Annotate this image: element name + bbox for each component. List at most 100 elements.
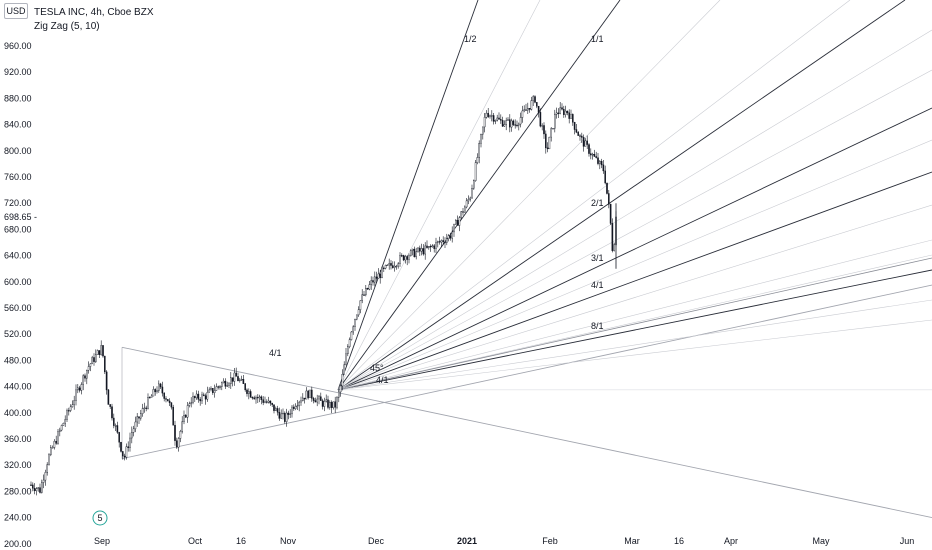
candle-body bbox=[381, 267, 383, 279]
candle-body bbox=[604, 170, 606, 184]
candle-body bbox=[266, 401, 268, 403]
candle-body bbox=[579, 135, 581, 137]
event-marker-circle[interactable] bbox=[92, 510, 108, 526]
candle-body bbox=[175, 440, 178, 448]
gann-fan-line[interactable] bbox=[337, 319, 932, 391]
candle-body bbox=[552, 128, 554, 130]
gann-fan-line[interactable] bbox=[337, 204, 932, 391]
gann-fan-line[interactable] bbox=[337, 0, 479, 391]
gann-fan-line[interactable] bbox=[337, 299, 932, 391]
triangle-drawing[interactable] bbox=[121, 284, 932, 519]
candle-body bbox=[401, 255, 403, 257]
time-tick-label: 16 bbox=[674, 536, 684, 546]
gann-fan-line[interactable] bbox=[337, 254, 932, 391]
candle-body bbox=[312, 398, 315, 401]
candle-body bbox=[386, 264, 389, 266]
gann-fan-line[interactable] bbox=[337, 139, 932, 391]
candle-body bbox=[465, 200, 468, 208]
candle-body bbox=[530, 100, 533, 110]
candle-body bbox=[483, 117, 486, 128]
price-tick-label: 400.00 bbox=[4, 408, 32, 418]
candle-body bbox=[309, 389, 311, 398]
candle-body bbox=[591, 153, 594, 156]
candle-body bbox=[186, 405, 189, 418]
gann-fan-line[interactable] bbox=[337, 69, 932, 391]
candle-body bbox=[518, 123, 520, 126]
candle-body bbox=[37, 487, 39, 490]
price-tick-label: 920.00 bbox=[4, 67, 32, 77]
candle-body bbox=[120, 442, 122, 452]
price-axis[interactable]: 960.00 920.00 880.00 840.00 800.00 760.00 720.… bbox=[4, 41, 37, 549]
candle-body bbox=[121, 451, 124, 457]
candle-body bbox=[55, 440, 57, 444]
candle-body bbox=[611, 223, 614, 251]
candle-body bbox=[352, 326, 355, 333]
currency-button[interactable]: USD bbox=[4, 3, 28, 19]
candle-body bbox=[422, 248, 425, 255]
candle-body bbox=[509, 119, 511, 128]
candle-body bbox=[217, 386, 220, 388]
candle-body bbox=[50, 447, 52, 455]
candle-body bbox=[446, 238, 448, 243]
candle-body bbox=[451, 231, 454, 239]
gann-fan-line[interactable] bbox=[337, 0, 621, 391]
gann-fan-line[interactable] bbox=[337, 257, 932, 391]
candle-body bbox=[370, 280, 373, 286]
candle-body bbox=[516, 124, 518, 127]
candle-body bbox=[410, 250, 412, 256]
candle-body bbox=[498, 117, 500, 120]
candle-body bbox=[298, 401, 301, 406]
chart-legend: TESLA INC, 4h, Cboe BZX Zig Zag (5, 10) bbox=[34, 6, 154, 34]
triangle-upper-line[interactable] bbox=[121, 346, 932, 519]
gann-fan-line[interactable] bbox=[337, 171, 932, 391]
candle-body bbox=[464, 206, 466, 213]
candle-body bbox=[341, 374, 344, 387]
candle-body bbox=[39, 487, 41, 493]
symbol-title[interactable]: TESLA INC, 4h, Cboe BZX bbox=[34, 7, 154, 18]
time-tick-label: Apr bbox=[724, 536, 738, 546]
gann-fan-line[interactable] bbox=[337, 0, 851, 391]
candle-body bbox=[449, 235, 452, 239]
candle-body bbox=[184, 415, 187, 418]
candle-body bbox=[336, 397, 338, 408]
gann-fan-line[interactable] bbox=[337, 239, 932, 391]
candle-body bbox=[597, 157, 599, 164]
candle-body bbox=[84, 375, 86, 379]
candle-body bbox=[492, 115, 495, 122]
candle-body bbox=[343, 364, 346, 375]
gann-fan-line[interactable] bbox=[337, 0, 906, 391]
candle-body bbox=[150, 395, 153, 398]
time-tick-label: Mar bbox=[624, 536, 640, 546]
candle-body bbox=[570, 114, 572, 119]
candle-body bbox=[321, 400, 324, 407]
gann-fan-line[interactable] bbox=[337, 269, 932, 391]
gann-fan-line[interactable] bbox=[337, 0, 721, 391]
time-tick-label: 16 bbox=[236, 536, 246, 546]
gann-fan[interactable] bbox=[337, 0, 932, 391]
candle-body bbox=[539, 112, 542, 127]
gann-fan-line[interactable] bbox=[337, 0, 541, 391]
candle-body bbox=[411, 248, 414, 251]
candle-body bbox=[323, 401, 326, 407]
candle-body bbox=[69, 406, 72, 411]
candle-body bbox=[534, 96, 536, 103]
gann-fan-line[interactable] bbox=[337, 29, 932, 391]
candle-body bbox=[285, 412, 288, 422]
triangle-lower-line[interactable] bbox=[121, 284, 932, 460]
candle-body bbox=[255, 397, 257, 400]
indicator-label[interactable]: Zig Zag (5, 10) bbox=[34, 21, 100, 32]
candle-body bbox=[480, 134, 482, 144]
time-axis[interactable]: Sep Oct 16 Nov Dec 2021 Feb Mar 16 Apr May Jun bbox=[94, 536, 914, 546]
candle-body bbox=[491, 115, 493, 117]
candle-body bbox=[273, 404, 275, 411]
candle-body bbox=[392, 265, 394, 268]
candle-body bbox=[249, 391, 252, 398]
gann-fan-line[interactable] bbox=[337, 107, 932, 391]
candle-body bbox=[195, 393, 198, 399]
candle-body bbox=[339, 385, 342, 393]
candle-body bbox=[229, 377, 232, 385]
candle-body bbox=[91, 357, 93, 365]
candle-body bbox=[64, 419, 66, 424]
candle-body bbox=[210, 388, 212, 391]
